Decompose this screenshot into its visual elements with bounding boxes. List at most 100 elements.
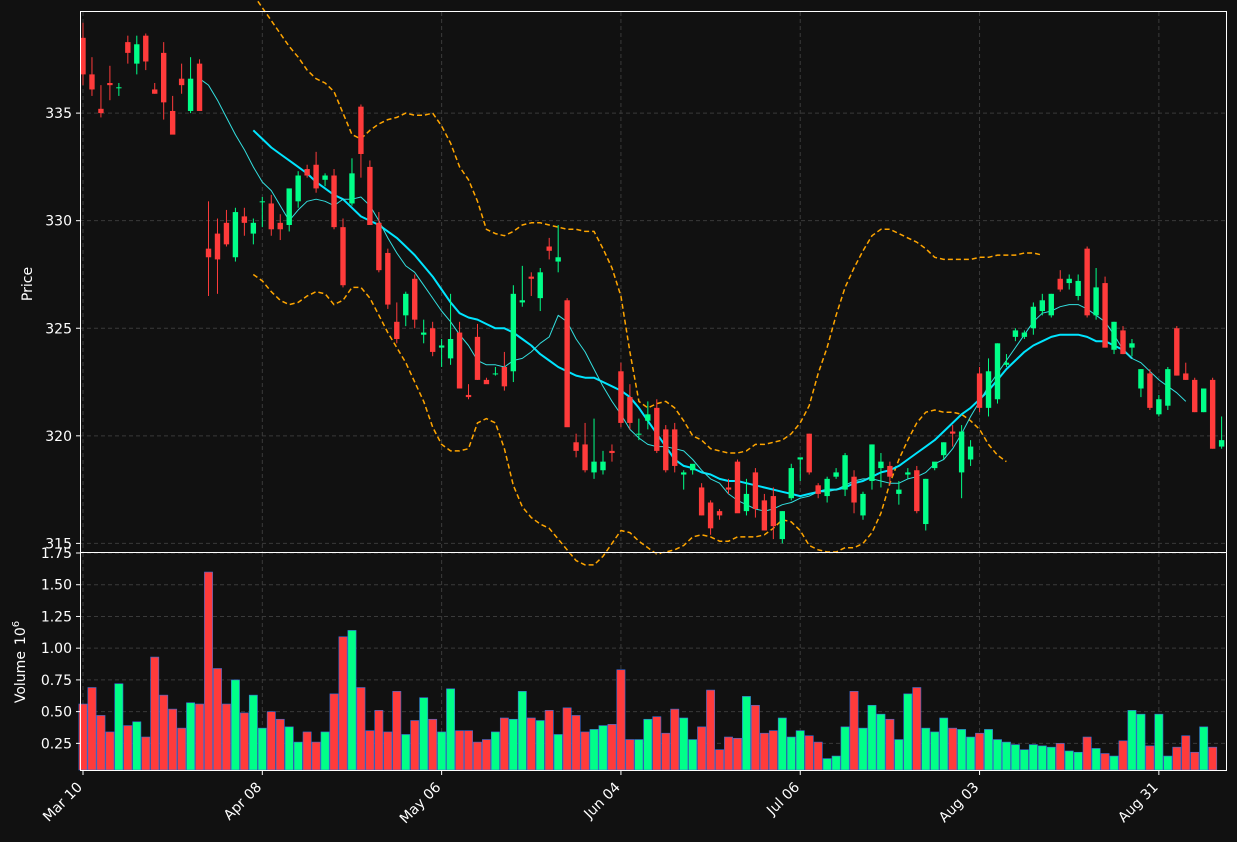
volume-bar [1181, 735, 1191, 771]
candle-body [1030, 306, 1037, 329]
volume-bars [78, 571, 1218, 771]
candle-body [555, 257, 561, 262]
price-axis-label: Price [20, 267, 36, 301]
volume-bar [571, 715, 581, 771]
candle-body [967, 446, 974, 460]
fast-ma-path [199, 78, 1187, 512]
volume-bar [948, 727, 958, 771]
volume-scale-base: 10 [13, 627, 29, 645]
candle-body [1021, 332, 1028, 337]
candle-body [923, 478, 929, 525]
volume-bar [437, 731, 447, 771]
candle-body [842, 455, 848, 490]
candle-body [636, 433, 642, 435]
candle-body [232, 212, 239, 258]
volume-bar [374, 710, 384, 771]
candle-body [376, 222, 382, 271]
volume-bar [105, 731, 115, 771]
volume-axis-label: Volume 106 [11, 621, 29, 703]
candle-body [178, 78, 185, 86]
volume-bar [392, 691, 402, 771]
volume-bar [508, 718, 518, 771]
volume-bar [759, 732, 769, 771]
volume-bar [365, 730, 375, 771]
volume-bar [186, 702, 196, 771]
candle-body [1174, 328, 1180, 376]
volume-bar [446, 688, 456, 771]
candle-body [1066, 278, 1072, 284]
volume-bar [984, 729, 993, 771]
candle-body [591, 461, 597, 473]
candle-body [573, 442, 579, 451]
volume-bar [885, 718, 895, 771]
volume-bar [1037, 745, 1047, 771]
candle-body [600, 461, 606, 471]
candle-body [932, 461, 938, 469]
volume-bar [634, 739, 644, 771]
candle-body [770, 496, 777, 527]
volume-bar [526, 717, 536, 771]
volume-bar [329, 693, 339, 771]
candle-body [510, 293, 517, 372]
volume-bar [715, 749, 724, 771]
volume-bar [679, 717, 689, 771]
volume-bar [580, 731, 590, 771]
candle-body [403, 293, 409, 316]
price-tick-label: 325 [45, 321, 72, 337]
volume-bar [1091, 748, 1101, 771]
volume-bar [1199, 726, 1209, 771]
candle-body [833, 472, 839, 477]
candle-body [537, 272, 543, 299]
candle-body [152, 89, 158, 94]
volume-tick-label: 1.00 [41, 641, 72, 657]
candle-body [519, 300, 525, 303]
volume-bar [284, 726, 294, 771]
candle-body [501, 366, 508, 387]
candle-body [214, 233, 221, 260]
volume-bar [293, 741, 303, 771]
candle-body [1192, 379, 1198, 413]
candle-body [143, 35, 149, 62]
volume-bar [1118, 740, 1128, 771]
candle-body [546, 246, 552, 251]
volume-bar [168, 708, 178, 771]
volume-bar [1136, 713, 1146, 771]
volume-bar [876, 713, 886, 771]
volume-bar [822, 758, 832, 771]
volume-bar [598, 725, 608, 771]
upper-band-path [256, 0, 1043, 454]
candle-body [1075, 280, 1081, 296]
candle-body [878, 461, 884, 469]
candle-body [483, 379, 490, 385]
candle-body [1165, 369, 1171, 406]
candle-body [627, 397, 633, 423]
candle-body [277, 222, 283, 230]
volume-tick-label: 1.75 [41, 546, 72, 562]
candle-body [725, 487, 732, 490]
volume-bar [894, 739, 904, 771]
candle-body [492, 373, 499, 375]
volume-bar [410, 720, 420, 771]
volume-bar [517, 691, 527, 771]
volume-bar [204, 571, 213, 771]
volume-scale-power: 6 [11, 621, 22, 627]
volume-bar [1109, 755, 1119, 771]
volume-bar [141, 736, 151, 771]
volume-bar [1190, 751, 1200, 771]
volume-bar [1208, 746, 1218, 771]
candle-body [80, 37, 86, 75]
fast-moving-average-line [199, 78, 1187, 512]
volume-bar [213, 668, 222, 771]
volume-bar [1064, 750, 1074, 771]
candle-body [1039, 300, 1045, 312]
volume-tick-label: 0.50 [41, 705, 72, 721]
lower-band-path [252, 273, 1007, 566]
candle-body [161, 52, 167, 103]
candle-body [304, 169, 310, 176]
volume-bar [311, 741, 321, 771]
volume-panel: 0.25 0.50 0.75 1.00 1.25 1.50 1.75 Volume 106 [11, 546, 1227, 771]
candle-body [788, 468, 794, 499]
candle-body [689, 463, 696, 471]
volume-bar [795, 730, 805, 771]
candlesticks [80, 22, 1225, 544]
